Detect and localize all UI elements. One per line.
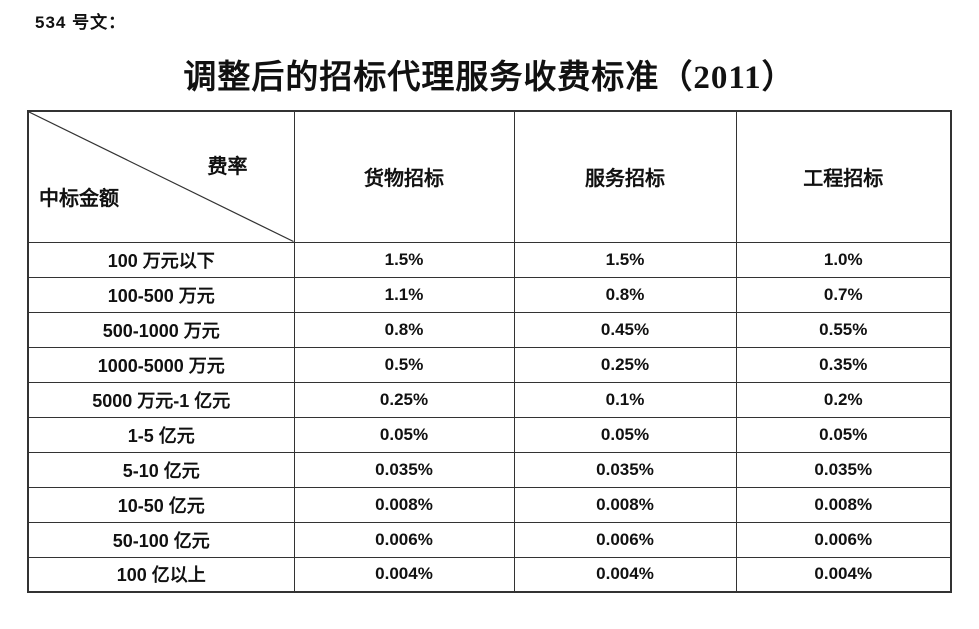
rate-cell: 0.7% <box>735 276 952 313</box>
table-row: 10-50 亿元 0.008% 0.008% 0.008% <box>27 486 952 523</box>
table-row: 50-100 亿元 0.006% 0.006% 0.006% <box>27 521 952 558</box>
rate-cell: 0.35% <box>735 346 952 383</box>
table-header-row: 费率 中标金额 货物招标 服务招标 工程招标 <box>27 110 952 243</box>
table-row: 500-1000 万元 0.8% 0.45% 0.55% <box>27 311 952 348</box>
rate-cell: 0.2% <box>735 381 952 418</box>
rate-cell: 0.008% <box>735 486 952 523</box>
rate-cell: 1.5% <box>293 241 515 278</box>
amount-range-cell: 10-50 亿元 <box>27 486 295 523</box>
rate-cell: 0.035% <box>735 451 952 488</box>
amount-range-cell: 500-1000 万元 <box>27 311 295 348</box>
amount-range-cell: 50-100 亿元 <box>27 521 295 558</box>
rate-cell: 0.05% <box>293 416 515 453</box>
rate-cell: 0.55% <box>735 311 952 348</box>
table-row: 1000-5000 万元 0.5% 0.25% 0.35% <box>27 346 952 383</box>
rate-cell: 0.25% <box>513 346 737 383</box>
table-row: 100 万元以下 1.5% 1.5% 1.0% <box>27 241 952 278</box>
rate-cell: 0.8% <box>293 311 515 348</box>
amount-range-cell: 1000-5000 万元 <box>27 346 295 383</box>
rate-cell: 0.05% <box>513 416 737 453</box>
corner-label-rate: 费率 <box>207 156 248 178</box>
rate-cell: 0.008% <box>293 486 515 523</box>
rate-cell: 0.5% <box>293 346 515 383</box>
rate-cell: 0.05% <box>735 416 952 453</box>
rate-cell: 0.006% <box>513 521 737 558</box>
rate-cell: 0.45% <box>513 311 737 348</box>
corner-label-amount: 中标金额 <box>39 188 119 210</box>
amount-range-cell: 100-500 万元 <box>27 276 295 313</box>
column-header-engineering: 工程招标 <box>735 110 952 243</box>
doc-number-label: 534 号文： <box>35 13 127 32</box>
table-row: 1-5 亿元 0.05% 0.05% 0.05% <box>27 416 952 453</box>
rate-cell: 0.004% <box>293 556 515 593</box>
fee-rate-table: 费率 中标金额 货物招标 服务招标 工程招标 100 万元以下 1.5% 1.5… <box>27 110 952 593</box>
rate-cell: 0.1% <box>513 381 737 418</box>
rate-cell: 1.5% <box>513 241 737 278</box>
amount-range-cell: 100 万元以下 <box>27 241 295 278</box>
column-header-services: 服务招标 <box>513 110 737 243</box>
page-title: 调整后的招标代理服务收费标准（2011） <box>183 60 796 96</box>
rate-cell: 0.004% <box>735 556 952 593</box>
column-header-goods: 货物招标 <box>293 110 515 243</box>
diagonal-divider-line <box>29 112 294 242</box>
amount-range-cell: 5-10 亿元 <box>27 451 295 488</box>
rate-cell: 0.035% <box>513 451 737 488</box>
amount-range-cell: 5000 万元-1 亿元 <box>27 381 295 418</box>
table-row: 100 亿以上 0.004% 0.004% 0.004% <box>27 556 952 593</box>
amount-range-cell: 1-5 亿元 <box>27 416 295 453</box>
rate-cell: 0.8% <box>513 276 737 313</box>
corner-cell: 费率 中标金额 <box>27 110 295 243</box>
rate-cell: 1.0% <box>735 241 952 278</box>
table-row: 5-10 亿元 0.035% 0.035% 0.035% <box>27 451 952 488</box>
rate-cell: 0.006% <box>735 521 952 558</box>
rate-cell: 1.1% <box>293 276 515 313</box>
rate-cell: 0.008% <box>513 486 737 523</box>
table-row: 5000 万元-1 亿元 0.25% 0.1% 0.2% <box>27 381 952 418</box>
rate-cell: 0.035% <box>293 451 515 488</box>
rate-cell: 0.004% <box>513 556 737 593</box>
rate-cell: 0.006% <box>293 521 515 558</box>
amount-range-cell: 100 亿以上 <box>27 556 295 593</box>
table-row: 100-500 万元 1.1% 0.8% 0.7% <box>27 276 952 313</box>
rate-cell: 0.25% <box>293 381 515 418</box>
